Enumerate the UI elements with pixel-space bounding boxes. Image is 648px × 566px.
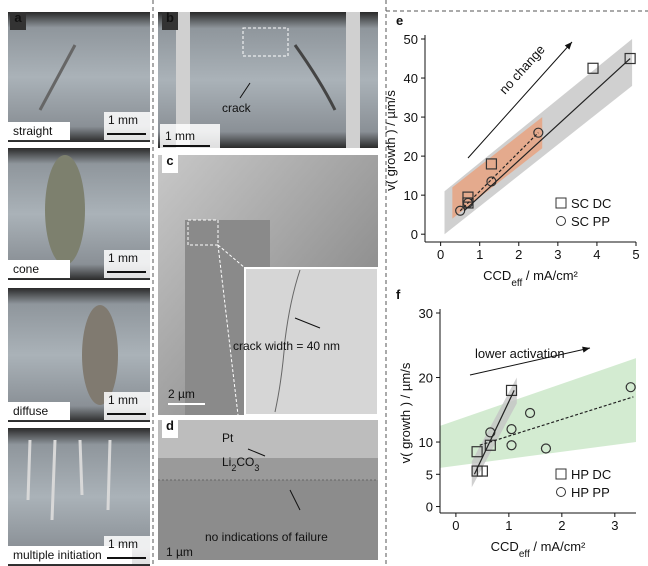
annotation: Pt — [222, 431, 234, 445]
legend-marker — [556, 469, 566, 479]
legend-label: HP PP — [571, 485, 610, 500]
legend-marker — [557, 217, 566, 226]
panel-a — [8, 12, 150, 566]
y-tick-label: 0 — [411, 227, 418, 242]
y-tick-label: 40 — [404, 71, 418, 86]
scale-label: 1 mm — [108, 113, 138, 127]
x-tick-label: 0 — [437, 247, 444, 262]
annotation: no indications of failure — [205, 530, 328, 544]
y-tick-label: 5 — [426, 467, 433, 482]
x-tick-label: 2 — [558, 518, 565, 533]
panel-label: d — [166, 418, 174, 433]
y-tick-label: 30 — [419, 306, 433, 321]
panel-label: c — [166, 153, 173, 168]
legend-label: SC PP — [571, 214, 610, 229]
caption: diffuse — [13, 404, 48, 418]
y-tick-label: 10 — [404, 188, 418, 203]
x-axis-label: CCDeff / mA/cm² — [483, 268, 578, 289]
y-axis-label: v( growth ) / µm/s — [383, 90, 398, 191]
x-axis-label-part: CCD — [483, 268, 511, 283]
caption: straight — [13, 124, 53, 138]
x-tick-label: 5 — [632, 247, 639, 262]
scale-label: 1 mm — [108, 537, 138, 551]
annotation: no change — [496, 42, 548, 97]
y-tick-label: 10 — [419, 435, 433, 450]
x-tick-label: 4 — [593, 247, 600, 262]
x-tick-label: 3 — [554, 247, 561, 262]
confidence-band — [452, 117, 542, 219]
scale-label: 1 µm — [166, 545, 193, 559]
x-axis-label-part: CCD — [491, 539, 519, 554]
x-axis-label-part: eff — [511, 278, 522, 289]
y-tick-label: 20 — [419, 371, 433, 386]
x-axis-label-part: eff — [519, 549, 530, 560]
x-tick-label: 3 — [611, 518, 618, 533]
annotation: crack width = 40 nm — [233, 339, 340, 353]
x-tick-label: 1 — [476, 247, 483, 262]
y-axis-label: v( growth ) / µm/s — [398, 362, 413, 463]
annotation-part: Li — [222, 455, 231, 469]
arrow-head — [582, 347, 590, 353]
confidence-band — [440, 358, 636, 468]
panel-c — [158, 155, 378, 415]
x-axis-label-part: / mA/cm² — [530, 539, 586, 554]
x-tick-label: 1 — [505, 518, 512, 533]
legend-label: SC DC — [571, 196, 611, 211]
annotation-part: 3 — [254, 463, 259, 473]
y-tick-label: 0 — [426, 500, 433, 515]
y-tick-label: 50 — [404, 32, 418, 47]
legend-marker — [556, 198, 566, 208]
y-tick-label: 20 — [404, 149, 418, 164]
annotation: crack — [222, 101, 252, 115]
caption: cone — [13, 262, 39, 276]
legend-marker — [557, 488, 566, 497]
annotation: lower activation — [475, 346, 565, 361]
panel-label: e — [396, 13, 403, 28]
panel-label: b — [166, 10, 174, 25]
annotation-part: CO — [236, 455, 254, 469]
panel-label: f — [396, 287, 401, 302]
caption: multiple initiation — [13, 548, 102, 562]
x-axis-label-part: / mA/cm² — [522, 268, 578, 283]
x-tick-label: 2 — [515, 247, 522, 262]
x-axis-label: CCDeff / mA/cm² — [491, 539, 586, 560]
scale-label: 2 µm — [168, 387, 195, 401]
scale-label: 1 mm — [165, 129, 195, 143]
x-tick-label: 0 — [452, 518, 459, 533]
scale-label: 1 mm — [108, 251, 138, 265]
panel-label: a — [14, 10, 22, 25]
legend-label: HP DC — [571, 467, 611, 482]
scale-label: 1 mm — [108, 393, 138, 407]
y-tick-label: 30 — [404, 110, 418, 125]
figure: a straight 1 mm cone 1 mm diffuse 1 mm multiple… — [0, 0, 648, 566]
